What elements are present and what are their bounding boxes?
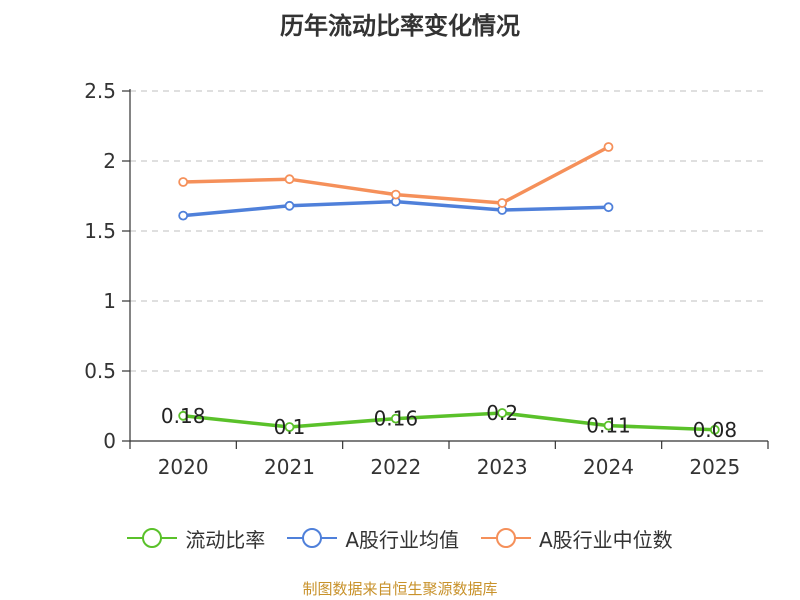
- legend-item[interactable]: A股行业均值: [287, 524, 459, 553]
- chart-title: 历年流动比率变化情况: [280, 12, 520, 40]
- x-tick-label: 2024: [583, 455, 634, 479]
- data-point: [497, 408, 508, 418]
- legend-marker-icon: [287, 528, 338, 548]
- data-label: 0.16: [374, 407, 419, 431]
- y-tick-label: 0: [103, 429, 116, 453]
- data-label: 0.1: [274, 415, 306, 439]
- data-label: 0.18: [161, 404, 206, 428]
- legend-item[interactable]: A股行业中位数: [481, 524, 673, 553]
- legend-item[interactable]: 流动比率: [127, 524, 265, 553]
- data-point: [390, 189, 401, 200]
- data-point: [603, 142, 614, 152]
- data-point: [178, 410, 189, 421]
- legend-marker-icon: [127, 528, 178, 548]
- x-tick-label: 2025: [689, 455, 740, 479]
- data-source-note: 制图数据来自恒生聚源数据库: [302, 580, 498, 598]
- x-tick-label: 2021: [264, 455, 315, 479]
- y-tick-label: 1.5: [84, 219, 116, 243]
- series-line-0: [182, 411, 715, 432]
- legend-label: A股行业中位数: [539, 527, 673, 552]
- legend-label: 流动比率: [185, 527, 266, 552]
- y-tick-label: 2: [103, 149, 116, 173]
- data-point: [390, 413, 401, 424]
- data-label: 0.2: [486, 401, 518, 425]
- x-tick-label: 2023: [477, 455, 528, 479]
- legend-marker-icon: [481, 528, 531, 548]
- data-label: 0.08: [693, 418, 738, 442]
- y-tick-label: 2.5: [84, 79, 116, 103]
- data-point: [178, 210, 189, 221]
- y-tick-label: 1: [103, 289, 116, 313]
- y-tick-label: 0.5: [84, 359, 116, 383]
- data-point: [284, 174, 295, 185]
- legend-circle: [496, 528, 516, 548]
- data-point: [497, 198, 508, 208]
- x-tick-label: 2020: [158, 455, 209, 479]
- x-tick-label: 2022: [370, 455, 421, 479]
- data-point: [603, 420, 614, 431]
- legend: 流动比率 A股行业均值 A股行业中位数: [0, 520, 800, 556]
- data-point: [603, 202, 614, 213]
- data-point: [284, 200, 295, 211]
- data-point: [709, 424, 720, 435]
- legend-label: A股行业均值: [345, 527, 459, 552]
- data-point: [178, 177, 189, 187]
- legend-circle: [302, 528, 323, 548]
- legend-circle: [142, 528, 163, 548]
- data-point: [284, 422, 295, 432]
- data-label: 0.11: [586, 414, 631, 438]
